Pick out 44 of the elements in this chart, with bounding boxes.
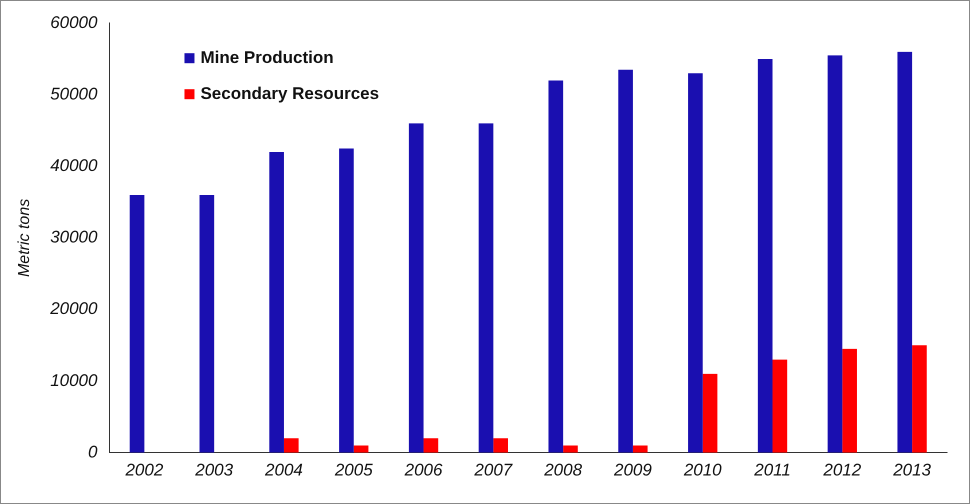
x-tick-label: 2011 — [753, 460, 791, 480]
bar — [842, 348, 857, 453]
y-axis-title: Metric tons — [16, 198, 34, 278]
x-tick-label: 2013 — [892, 460, 932, 480]
x-tick-label: 2012 — [822, 460, 862, 480]
bar — [424, 438, 438, 453]
y-tick-label: 40000 — [50, 156, 98, 176]
legend-label: Secondary Resources — [200, 84, 380, 103]
y-tick-label: 30000 — [50, 228, 98, 247]
legend-label: Mine Production — [200, 48, 334, 67]
y-tick-label: 10000 — [50, 370, 98, 390]
bar — [688, 73, 703, 453]
bar — [758, 58, 773, 453]
bar — [618, 70, 633, 453]
x-tick-label: 2007 — [473, 460, 513, 480]
bar — [548, 80, 564, 453]
bar — [702, 374, 718, 453]
x-tick-label: 2002 — [124, 460, 164, 480]
bar — [269, 152, 284, 453]
bar — [563, 445, 578, 453]
y-tick-label: 20000 — [49, 299, 98, 318]
x-tick-label: 2006 — [404, 460, 443, 480]
bar — [772, 360, 788, 453]
x-tick-label: 2003 — [194, 460, 234, 480]
bar — [632, 445, 648, 453]
bar — [493, 438, 508, 453]
bar — [828, 55, 842, 453]
bar — [912, 345, 927, 453]
bar — [339, 148, 354, 453]
bar — [200, 194, 214, 453]
x-tick-label: 2009 — [613, 460, 652, 480]
y-tick-label: 60000 — [50, 12, 98, 32]
bar — [130, 194, 144, 453]
bar — [478, 123, 494, 453]
bar — [408, 123, 424, 453]
bar — [354, 445, 368, 453]
x-tick-label: 2008 — [543, 460, 583, 480]
x-tick-label: 2010 — [682, 460, 722, 480]
bar — [284, 438, 299, 453]
x-tick-label: 2004 — [264, 460, 303, 480]
y-tick-label: 0 — [88, 442, 98, 462]
bar — [897, 52, 912, 453]
y-tick-label: 50000 — [50, 84, 98, 104]
x-tick-label: 2005 — [334, 460, 374, 480]
